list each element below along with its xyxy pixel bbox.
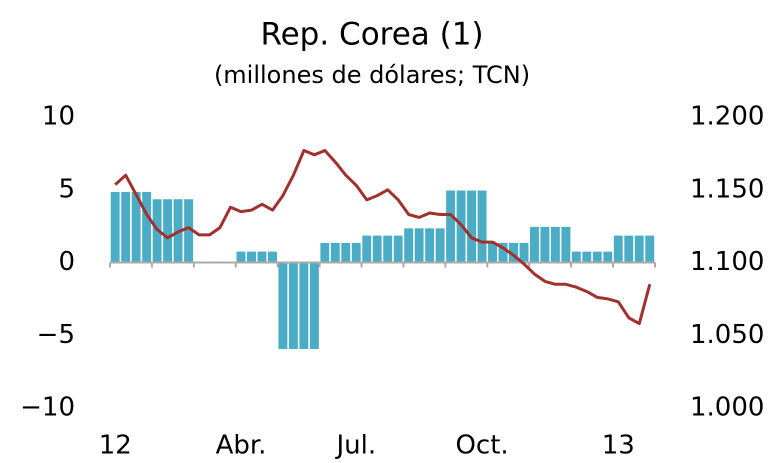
bar	[444, 189, 457, 264]
bar	[287, 261, 300, 351]
bar	[392, 234, 405, 264]
bar	[276, 261, 289, 351]
chart-title: Rep. Corea (1)	[260, 17, 483, 53]
bar	[612, 234, 625, 264]
y2-tick-label: 1.100	[690, 247, 764, 277]
y2-tick-label: 1.000	[690, 393, 764, 423]
bar	[643, 234, 656, 264]
bar	[591, 250, 604, 264]
bar	[402, 226, 415, 264]
bar	[538, 225, 551, 264]
bar	[371, 234, 384, 264]
y-tick-label: 5	[58, 174, 75, 204]
chart-subtitle: (millones de dólares; TCN)	[214, 61, 530, 89]
bar	[476, 189, 489, 264]
bar	[266, 250, 279, 264]
bar	[528, 225, 541, 264]
y2-tick-label: 1.050	[690, 320, 764, 350]
y-tick-label: −5	[37, 320, 75, 350]
bar	[350, 241, 363, 264]
bar	[423, 226, 436, 264]
bar	[413, 226, 426, 264]
bar	[161, 197, 174, 264]
bar	[559, 225, 572, 264]
bar	[549, 225, 562, 264]
bar	[119, 190, 132, 264]
bar	[601, 250, 614, 264]
bar	[339, 241, 352, 264]
y2-tick-label: 1.150	[690, 174, 764, 204]
bar	[235, 250, 247, 264]
bar	[570, 250, 583, 264]
bar	[633, 234, 646, 264]
line	[114, 149, 652, 326]
bar	[318, 241, 331, 264]
bar	[360, 234, 373, 264]
x-tick-label: Abr.	[216, 431, 267, 461]
y-tick-label: −10	[20, 393, 75, 423]
bar	[308, 261, 321, 351]
x-tick-label: Jul.	[334, 431, 376, 461]
bar	[329, 241, 342, 264]
bar	[297, 261, 310, 351]
y-tick-label: 0	[58, 247, 75, 277]
x-tick-label: 13	[602, 431, 635, 461]
x-tick-label: 12	[99, 431, 132, 461]
bar	[140, 190, 153, 264]
bar	[255, 250, 268, 264]
y2-tick-label: 1.200	[690, 102, 764, 132]
x-tick-label: Oct.	[455, 431, 508, 461]
bar	[109, 190, 122, 264]
bar	[465, 189, 478, 264]
bar	[381, 234, 394, 264]
bar	[622, 234, 635, 264]
y-tick-label: 10	[42, 102, 75, 132]
bar	[580, 250, 593, 264]
bar	[434, 226, 447, 264]
bar	[245, 250, 258, 264]
